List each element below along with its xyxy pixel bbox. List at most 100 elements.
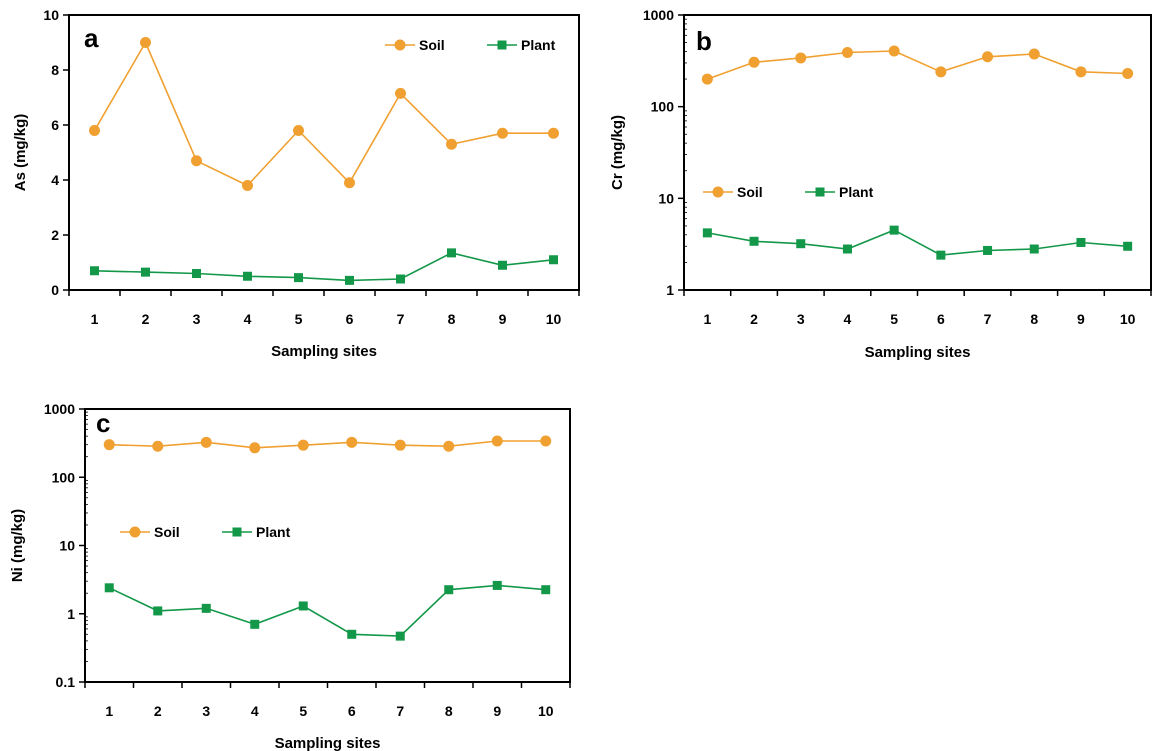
x-tick-label: 2 xyxy=(142,311,150,327)
legend-marker-soil xyxy=(394,39,406,51)
x-tick-label: 10 xyxy=(1120,311,1136,327)
y-tick-label: 10 xyxy=(43,7,59,23)
panel-letter: a xyxy=(84,23,99,53)
series-line-plant xyxy=(94,252,554,282)
data-point-soil xyxy=(1075,66,1087,78)
y-tick-label: 1 xyxy=(67,606,75,622)
data-point-plant xyxy=(1123,241,1133,251)
x-tick-label: 5 xyxy=(890,311,898,327)
y-tick-label: 1000 xyxy=(643,7,674,23)
x-tick-label: 2 xyxy=(750,311,758,327)
x-tick-label: 4 xyxy=(251,703,259,719)
x-tick-label: 1 xyxy=(105,703,113,719)
data-point-plant xyxy=(447,248,456,258)
y-axis-title: As (mg/kg) xyxy=(12,114,29,192)
data-point-soil xyxy=(795,52,807,64)
data-point-plant xyxy=(498,260,507,270)
data-point-plant xyxy=(141,267,150,277)
series-line-soil xyxy=(109,440,546,449)
data-point-soil xyxy=(841,46,853,58)
data-point-plant xyxy=(345,275,354,285)
data-point-soil xyxy=(249,442,261,454)
series-soil xyxy=(103,435,552,454)
data-point-soil xyxy=(982,51,994,63)
chart-panel-c: 0.1 1 10 100 1000 1 2 3 4 5 6 7 8 9 10 Sampling sites Ni… xyxy=(9,401,571,751)
y-tick-label: 1000 xyxy=(44,401,75,417)
data-point-soil xyxy=(191,155,202,167)
data-point-plant xyxy=(243,271,252,281)
data-point-soil xyxy=(140,37,151,48)
data-point-soil xyxy=(103,439,115,451)
x-tick-label: 10 xyxy=(538,703,554,719)
legend-label-plant: Plant xyxy=(521,37,556,53)
data-point-plant xyxy=(1076,237,1086,247)
legend-label-plant: Plant xyxy=(256,524,291,540)
series-soil xyxy=(701,45,1134,85)
y-tick-label: 0 xyxy=(51,282,59,298)
data-point-soil xyxy=(491,435,503,447)
data-point-plant xyxy=(702,228,712,238)
x-tick-label: 5 xyxy=(299,703,307,719)
data-point-soil xyxy=(242,180,253,191)
y-tick-label: 100 xyxy=(651,99,675,115)
data-point-soil xyxy=(497,127,508,139)
series-soil xyxy=(89,37,559,191)
data-point-soil xyxy=(395,87,406,99)
legend: Soil Plant xyxy=(120,524,291,540)
data-point-plant xyxy=(796,239,806,249)
series-line-soil xyxy=(93,40,554,187)
data-point-plant xyxy=(250,619,260,629)
chart-panel-b: 1 10 100 1000 1 2 3 4 5 6 7 8 9 10 Sampling sites Cr (m… xyxy=(609,7,1152,361)
x-tick-label: 5 xyxy=(295,311,303,327)
x-axis-title: Sampling sites xyxy=(865,344,971,361)
data-point-plant xyxy=(153,606,163,616)
y-tick-label: 10 xyxy=(658,190,674,206)
data-point-plant xyxy=(104,583,114,593)
data-point-soil xyxy=(446,138,457,150)
x-tick-label: 3 xyxy=(797,311,805,327)
data-point-plant xyxy=(541,585,551,595)
y-tick-label: 8 xyxy=(51,62,59,78)
legend-marker-soil xyxy=(712,186,724,198)
data-point-soil xyxy=(1028,48,1040,60)
series-line-plant xyxy=(108,584,546,637)
data-point-plant xyxy=(192,269,201,278)
x-tick-label: 8 xyxy=(448,311,456,327)
y-tick-label: 100 xyxy=(52,469,76,485)
data-point-soil xyxy=(548,127,559,139)
y-axis-title: Ni (mg/kg) xyxy=(9,509,26,582)
y-tick-label: 1 xyxy=(666,282,674,298)
x-tick-label: 8 xyxy=(1030,311,1038,327)
x-tick-label: 9 xyxy=(1077,311,1085,327)
series-plant xyxy=(702,225,1133,260)
data-point-soil xyxy=(935,66,947,78)
legend-marker-soil xyxy=(129,526,141,538)
data-point-soil xyxy=(89,125,100,136)
x-tick-label: 3 xyxy=(193,311,201,327)
x-tick-label: 6 xyxy=(348,703,356,719)
data-point-soil xyxy=(394,439,406,451)
data-point-plant xyxy=(201,603,211,613)
legend-marker-plant xyxy=(232,527,242,537)
data-point-plant xyxy=(396,274,405,284)
plot-frame xyxy=(68,14,580,291)
legend: Soil Plant xyxy=(385,37,556,53)
panel-letter: c xyxy=(96,408,110,438)
x-tick-label: 7 xyxy=(396,703,404,719)
plot-frame xyxy=(683,14,1152,291)
x-axis-title: Sampling sites xyxy=(271,343,377,360)
legend-label-soil: Soil xyxy=(154,524,180,540)
data-point-soil xyxy=(293,125,304,136)
data-point-soil xyxy=(443,440,455,452)
data-point-plant xyxy=(395,631,405,641)
x-tick-label: 9 xyxy=(499,311,507,327)
x-tick-label: 3 xyxy=(202,703,210,719)
x-tick-label: 1 xyxy=(703,311,711,327)
y-tick-label: 10 xyxy=(59,538,75,554)
data-point-soil xyxy=(540,435,552,447)
legend: Soil Plant xyxy=(703,184,874,200)
data-point-plant xyxy=(294,273,303,283)
x-tick-label: 6 xyxy=(937,311,945,327)
